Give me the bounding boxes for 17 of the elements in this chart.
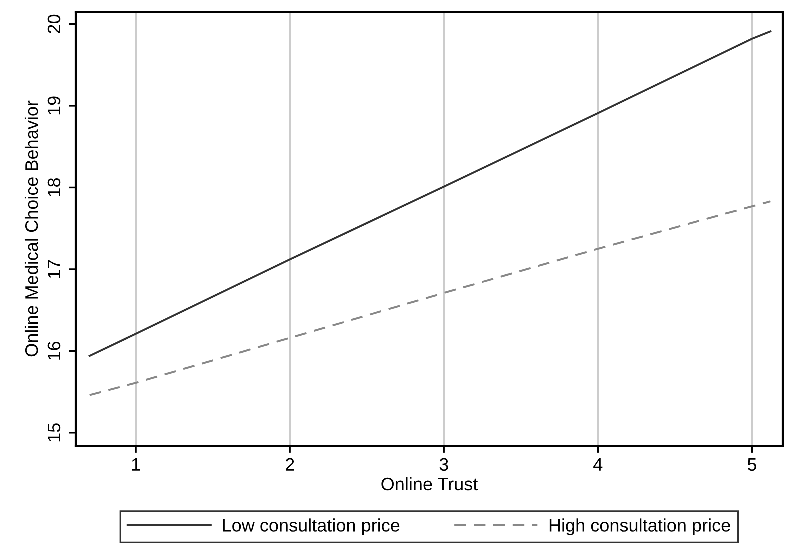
line-series — [88, 200, 772, 396]
x-tick-label: 5 — [748, 458, 756, 472]
x-tick-label: 4 — [594, 458, 603, 471]
legend-label: Low consultation price — [223, 518, 400, 536]
x-tick-label: 1 — [132, 458, 140, 471]
x-tick-label: 3 — [440, 458, 448, 472]
line-series — [88, 30, 772, 358]
legend-label: High consultation price — [550, 518, 730, 536]
y-tick-label: 16 — [48, 342, 61, 360]
y-tick-label: 18 — [48, 178, 61, 196]
y-tick-label: 17 — [48, 260, 60, 278]
y-tick-label: 15 — [48, 424, 61, 442]
x-tick-label: 2 — [286, 458, 294, 471]
y-tick-label: 20 — [48, 14, 61, 34]
y-tick-label: 19 — [48, 96, 61, 115]
y-axis-title: Online Medical Choice Behavior — [24, 100, 38, 357]
x-axis-title: Online Trust — [382, 477, 478, 491]
